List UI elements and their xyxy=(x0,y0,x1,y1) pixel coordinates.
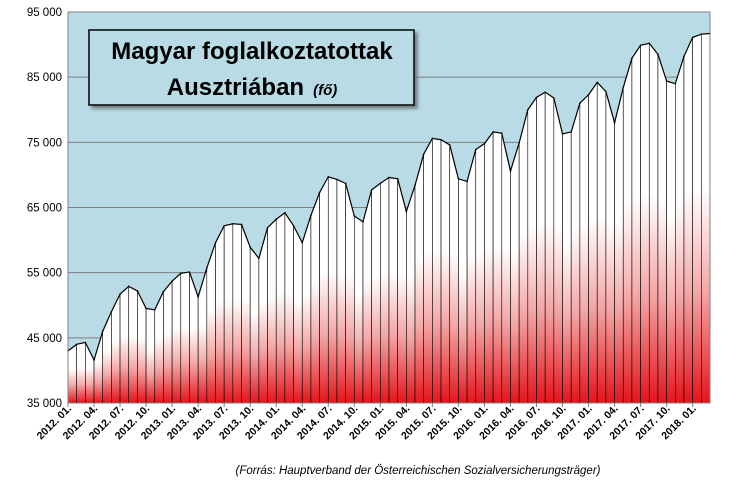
chart-title-line2: Ausztriában (fő) xyxy=(167,74,338,101)
area-segment xyxy=(119,285,130,404)
chart-title: Magyar foglalkoztatottak xyxy=(111,38,393,65)
area-segment xyxy=(406,185,416,404)
area-segment xyxy=(423,137,433,404)
area-segment xyxy=(648,42,659,404)
area-segment xyxy=(510,142,520,404)
area-segment xyxy=(362,189,372,404)
area-segment xyxy=(614,87,624,404)
area-segment xyxy=(466,149,477,404)
area-segment xyxy=(588,81,598,404)
y-axis: 35 000 45 000 55 000 65 000 75 000 85 000 95 0… xyxy=(27,7,62,410)
area-segment xyxy=(371,182,381,404)
area-segment xyxy=(501,133,511,404)
area-segment xyxy=(544,91,555,404)
area-segment xyxy=(128,285,138,404)
area-segment xyxy=(284,211,294,404)
area-segment xyxy=(657,54,667,404)
area-segment xyxy=(241,224,251,404)
area-segment xyxy=(180,271,190,404)
area-segment xyxy=(336,179,346,404)
area-segment xyxy=(275,212,286,404)
area-segment xyxy=(267,218,277,404)
y-tick-label: 95 000 xyxy=(27,7,62,19)
area-segment xyxy=(414,153,425,404)
area-segment xyxy=(380,176,390,404)
area-segment xyxy=(353,215,364,404)
y-tick-label: 35 000 xyxy=(27,398,62,410)
y-tick-label: 85 000 xyxy=(27,72,62,84)
area-segment xyxy=(215,225,225,404)
y-tick-label: 75 000 xyxy=(27,137,62,149)
area-segment xyxy=(458,178,468,404)
area-segment xyxy=(518,109,529,404)
chart-title-box: Magyar foglalkoztatottak Ausztriában (fő… xyxy=(88,29,415,106)
area-segment xyxy=(536,91,546,404)
area-segment xyxy=(397,178,407,404)
area-segment xyxy=(666,80,676,404)
area-segment xyxy=(223,223,234,404)
series-outline xyxy=(67,32,711,362)
area-segment xyxy=(310,192,320,404)
area-segment xyxy=(605,91,615,404)
area-segment xyxy=(388,177,398,404)
area-segment xyxy=(596,81,607,404)
area-segment xyxy=(475,143,485,404)
chart-title-unit: (fő) xyxy=(313,82,337,99)
area-segment xyxy=(640,42,650,404)
area-segment xyxy=(683,37,693,404)
area-segment xyxy=(440,139,451,404)
area-segment xyxy=(67,343,77,404)
chart-title-place: Ausztriában xyxy=(167,74,304,101)
area-segment xyxy=(622,58,633,404)
area-segment xyxy=(76,342,86,404)
area-segment xyxy=(206,242,216,404)
area-segment xyxy=(327,176,338,404)
area-segment xyxy=(449,144,459,404)
area-segment xyxy=(345,183,355,404)
area-segment xyxy=(527,96,537,404)
area-segment xyxy=(674,56,685,404)
area-segment xyxy=(171,272,182,404)
area-segment xyxy=(145,308,156,404)
area-bands xyxy=(67,32,711,404)
area-segment xyxy=(692,33,702,404)
y-tick-label: 55 000 xyxy=(27,268,62,280)
y-tick-label: 65 000 xyxy=(27,203,62,215)
area-segment xyxy=(553,97,563,404)
area-segment xyxy=(137,290,147,404)
y-tick-label: 45 000 xyxy=(27,333,62,345)
area-segment xyxy=(492,131,503,404)
area-segment xyxy=(163,280,173,404)
plot-frame xyxy=(67,11,711,404)
area-segment xyxy=(701,33,711,404)
area-segment xyxy=(232,223,242,404)
area-segment xyxy=(570,103,581,404)
x-axis: 2012. 01.2012. 04.2012. 07.2012. 10.2013… xyxy=(35,403,699,443)
area-segment xyxy=(249,246,260,404)
area-segment xyxy=(579,94,589,404)
area-segment xyxy=(319,175,329,404)
area-segment xyxy=(293,225,303,404)
area-segment xyxy=(432,138,442,404)
source-note: (Forrás: Hauptverband der Österreichisch… xyxy=(236,465,601,477)
area-segment xyxy=(631,44,641,404)
area-segment xyxy=(562,131,572,404)
area-segment xyxy=(111,294,121,404)
area-segment xyxy=(484,130,494,404)
area-segment xyxy=(301,215,312,404)
